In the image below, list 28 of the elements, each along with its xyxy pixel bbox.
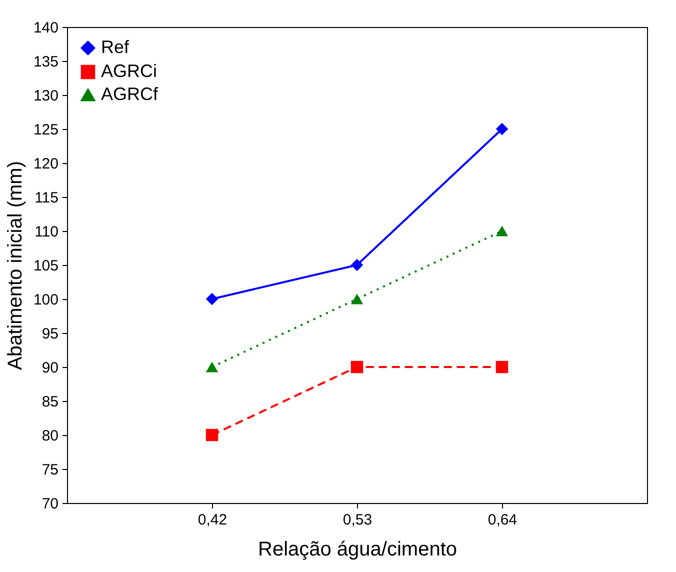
legend-label: Ref [101,37,130,57]
y-tick-label: 85 [42,394,58,410]
y-tick-label: 140 [33,20,58,36]
y-tick-label: 90 [42,360,58,376]
y-tick-label: 95 [42,326,58,342]
point [206,362,218,372]
y-axis-title: Abatimento inicial (mm) [4,161,26,370]
x-tick-label: 0,53 [342,512,372,528]
y-tick-label: 120 [33,156,58,172]
point [350,294,364,304]
point [496,122,508,136]
y-tick-label: 80 [42,428,58,444]
legend-label: AGRCi [101,61,158,81]
y-tick-label: 135 [33,54,58,70]
y-tick-label: 110 [34,224,58,240]
x-tick-label: 0,64 [488,512,518,528]
y-tick-label: 115 [34,190,58,206]
y-tick-label: 100 [33,292,58,308]
legend-label: AGRCf [101,84,160,104]
y-tick-label: 125 [33,122,58,138]
x-tick-label: 0,42 [198,512,228,528]
y-tick-label: 105 [33,258,58,274]
y-tick-label: 70 [42,496,58,512]
point [496,226,508,236]
y-tick-label: 75 [42,462,58,478]
point [206,292,218,306]
y-tick-label: 130 [33,88,58,104]
x-axis-title: Relação água/cimento [258,538,458,560]
